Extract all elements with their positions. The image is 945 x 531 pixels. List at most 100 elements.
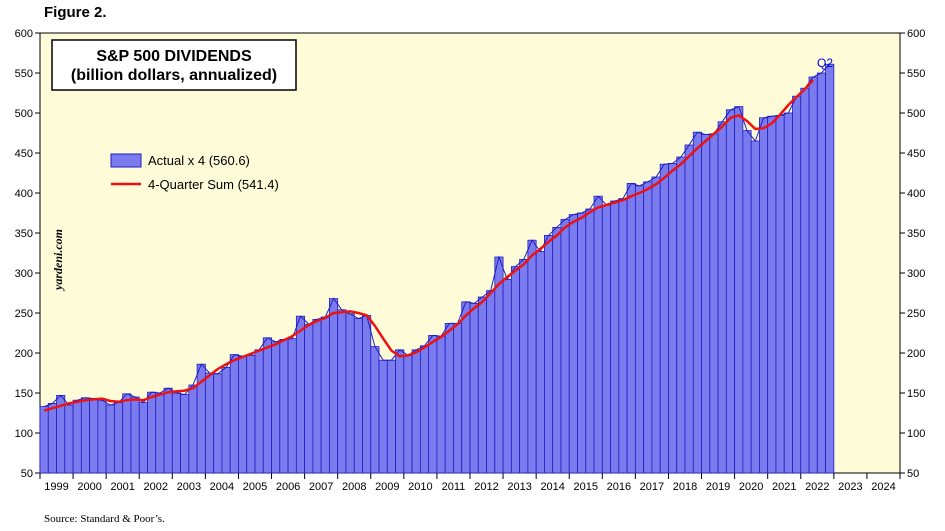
bar	[171, 392, 181, 474]
y-tick-label-left: 600	[15, 28, 33, 40]
bar	[419, 345, 430, 474]
x-tick-label: 2003	[177, 481, 201, 493]
x-tick-label: 2014	[540, 481, 564, 493]
bar	[775, 115, 785, 474]
x-tick-label: 2023	[838, 481, 862, 493]
x-tick-label: 2017	[640, 481, 664, 493]
bar	[312, 318, 322, 474]
bar	[39, 406, 49, 474]
bar	[709, 133, 719, 474]
bar	[238, 355, 248, 474]
y-tick-label-left: 500	[15, 108, 33, 120]
bar	[643, 181, 653, 474]
y-tick-label-left: 350	[15, 228, 33, 240]
four-quarter-sum-line	[43, 79, 815, 412]
bar	[519, 258, 529, 474]
chart-subtitle: (billion dollars, annualized)	[71, 67, 277, 84]
bar	[825, 63, 835, 474]
source-note: Source: Standard & Poor’s.	[44, 513, 165, 525]
bar	[626, 182, 636, 474]
figure-label: Figure 2.	[44, 4, 107, 21]
y-tick-label-left: 400	[15, 188, 33, 200]
bar	[229, 354, 239, 474]
y-tick-label-right: 100	[907, 428, 925, 440]
bar	[114, 402, 124, 474]
y-tick-label-right: 600	[907, 28, 925, 40]
y-tick-label-right: 550	[907, 68, 925, 80]
bar	[759, 117, 769, 474]
bar	[180, 394, 190, 474]
bar	[494, 256, 504, 474]
bar	[734, 106, 744, 474]
legend-actual-label: Actual x 4 (560.6)	[148, 153, 250, 168]
bar	[254, 349, 264, 474]
bar	[601, 204, 611, 474]
bar	[725, 109, 736, 474]
bar	[329, 298, 339, 474]
bar	[717, 121, 727, 474]
y-tick-label-left: 550	[15, 68, 33, 80]
bar	[279, 338, 289, 474]
bar	[304, 323, 314, 474]
bar	[527, 239, 537, 474]
x-tick-label: 2002	[144, 481, 168, 493]
bar	[287, 338, 297, 474]
bar	[122, 393, 132, 474]
bar	[295, 315, 306, 474]
y-tick-label-right: 150	[907, 388, 925, 400]
x-tick-label: 2022	[805, 481, 829, 493]
x-tick-label: 2012	[474, 481, 498, 493]
x-tick-label: 2010	[408, 481, 432, 493]
bar	[262, 337, 272, 474]
bar	[72, 399, 82, 474]
legend-sum-label: 4-Quarter Sum (541.4)	[148, 177, 279, 192]
bar	[552, 226, 562, 474]
bar	[535, 250, 545, 474]
y-tick-label-left: 300	[15, 268, 33, 280]
bar	[800, 87, 810, 474]
bar	[767, 115, 777, 474]
bar	[668, 162, 678, 474]
bar	[593, 195, 603, 474]
y-tick-label-right: 250	[907, 308, 925, 320]
bar	[89, 398, 99, 474]
bar	[510, 266, 521, 474]
x-tick-label: 2021	[772, 481, 796, 493]
legend-bar-swatch	[110, 153, 142, 168]
bar	[634, 185, 645, 474]
bar	[395, 349, 405, 474]
bar	[47, 402, 57, 474]
bar	[585, 208, 595, 474]
bar	[544, 234, 554, 474]
bar	[105, 404, 115, 474]
bar	[783, 112, 793, 474]
y-tick-label-left: 150	[15, 388, 33, 400]
y-tick-label-right: 200	[907, 348, 925, 360]
bar	[155, 392, 165, 474]
bar	[378, 359, 388, 474]
x-tick-label: 2006	[276, 481, 300, 493]
chart-title-box: S&P 500 DIVIDENDS (billion dollars, annu…	[51, 39, 297, 91]
bar	[97, 399, 107, 474]
x-tick-label: 2001	[110, 481, 134, 493]
y-tick-label-right: 500	[907, 108, 925, 120]
x-tick-label: 2020	[739, 481, 763, 493]
y-tick-label-right: 50	[907, 468, 919, 480]
bar	[147, 391, 157, 474]
bar	[692, 131, 702, 474]
y-tick-label-right: 400	[907, 188, 925, 200]
bar	[444, 322, 454, 474]
bar	[246, 354, 256, 474]
bar	[461, 301, 471, 474]
y-axis-right: 50 100 150 200 250 300 350 400 450 500 550 600	[900, 28, 925, 480]
bar	[188, 384, 198, 474]
bar	[701, 134, 711, 474]
actual-bars	[39, 63, 835, 474]
bar	[221, 366, 231, 474]
bar	[436, 335, 446, 474]
latest-quarter-label: Q2	[817, 56, 833, 70]
y-tick-label-left: 100	[15, 428, 33, 440]
x-tick-label: 2009	[375, 481, 399, 493]
bar	[204, 372, 215, 474]
bar	[502, 278, 512, 474]
